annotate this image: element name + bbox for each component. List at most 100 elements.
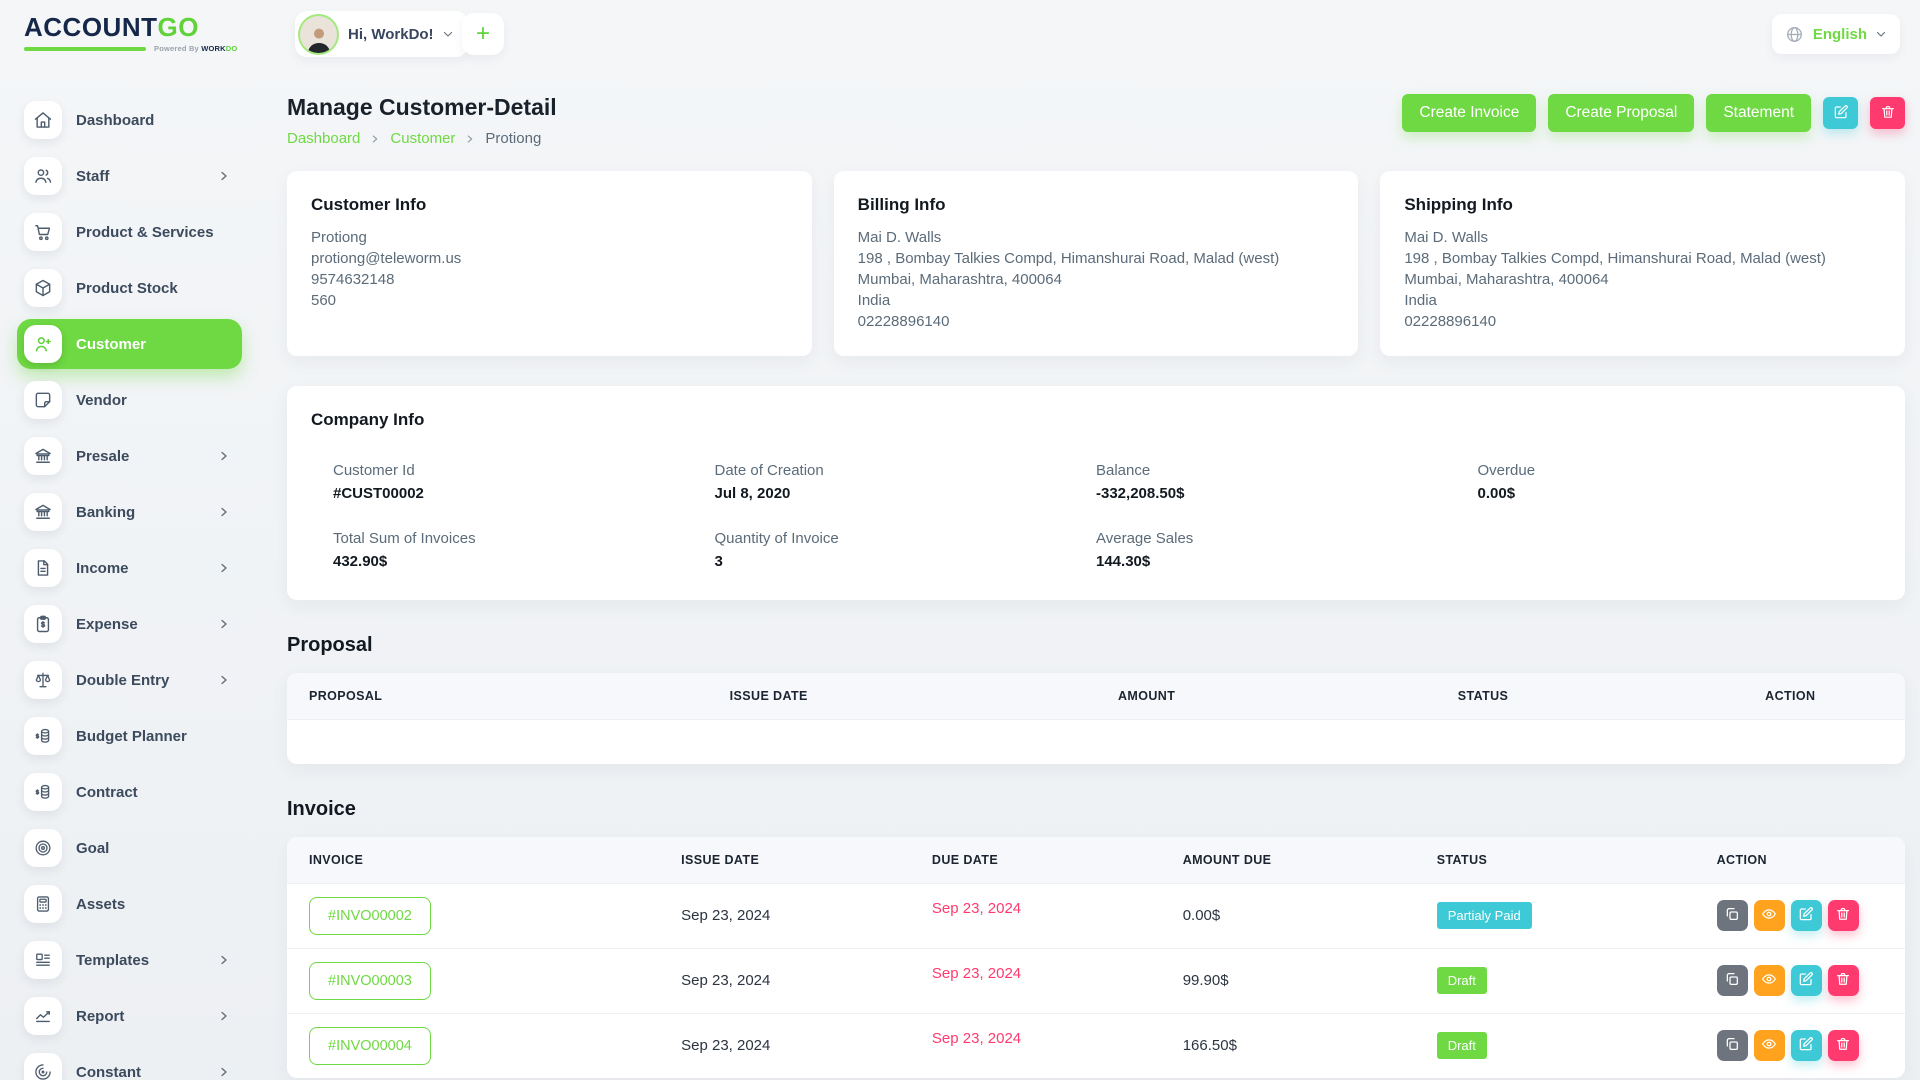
sidebar-item-contract[interactable]: Contract <box>0 764 250 820</box>
billing-phone: 02228896140 <box>857 313 950 330</box>
sidebar-item-goal[interactable]: Goal <box>0 820 250 876</box>
delete-invoice-button[interactable] <box>1827 1030 1859 1061</box>
edit-invoice-button[interactable] <box>1790 900 1822 931</box>
field-date-of-creation: Date of Creation Jul 8, 2020 <box>714 462 824 502</box>
shipping-name: Mai D. Walls <box>1404 229 1488 246</box>
edit-icon <box>1798 971 1814 990</box>
chevron-right-icon <box>218 618 230 630</box>
chevron-right-icon <box>465 134 475 144</box>
add-button[interactable]: + <box>462 13 504 55</box>
invoice-number-link[interactable]: #INVO00003 <box>309 961 431 1000</box>
edit-icon <box>1833 104 1849 123</box>
invoice-col-status: STATUS <box>1414 836 1695 883</box>
proposal-col-amount: AMOUNT <box>1095 673 1436 720</box>
invoice-number-link[interactable]: #INVO00002 <box>309 896 431 935</box>
view-invoice-button[interactable] <box>1753 1030 1785 1061</box>
field-customer-id: Customer Id #CUST00002 <box>333 462 424 502</box>
shipping-city: Mumbai, Maharashtra, 400064 <box>1404 271 1609 288</box>
sidebar-item-income[interactable]: Income <box>0 540 250 596</box>
home-icon <box>24 101 62 139</box>
eye-icon <box>1761 906 1777 925</box>
logo-underline <box>24 46 146 51</box>
edit-invoice-button[interactable] <box>1790 1030 1822 1061</box>
main-content: Manage Customer-Detail Dashboard Custome… <box>250 70 1920 1080</box>
breadcrumb-dashboard[interactable]: Dashboard <box>287 130 361 147</box>
invoice-amount-due: 0.00$ <box>1182 907 1221 924</box>
user-menu[interactable]: Hi, WorkDo! <box>295 11 468 57</box>
users-icon <box>24 157 62 195</box>
delete-invoice-button[interactable] <box>1827 965 1859 996</box>
duplicate-invoice-button[interactable] <box>1716 1030 1748 1061</box>
billing-country: India <box>857 292 891 309</box>
billing-name: Mai D. Walls <box>857 229 942 246</box>
sidebar-item-budget-planner[interactable]: Budget Planner <box>0 708 250 764</box>
chevron-right-icon <box>218 562 230 574</box>
sidebar-item-report[interactable]: Report <box>0 988 250 1044</box>
billing-info-title: Billing Info <box>857 195 946 214</box>
trash-icon <box>1835 971 1851 990</box>
sidebar-item-double-entry[interactable]: Double Entry <box>0 652 250 708</box>
duplicate-invoice-button[interactable] <box>1716 965 1748 996</box>
duplicate-invoice-button[interactable] <box>1716 900 1748 931</box>
breadcrumb-customer[interactable]: Customer <box>390 130 456 147</box>
shipping-info-title: Shipping Info <box>1404 195 1513 214</box>
sidebar-item-staff[interactable]: Staff <box>0 148 250 204</box>
customer-email: protiong@teleworm.us <box>311 250 462 267</box>
sidebar-item-constant[interactable]: Constant <box>0 1044 250 1080</box>
customer-info-title: Customer Info <box>311 195 427 214</box>
edit-customer-button[interactable] <box>1823 97 1858 129</box>
status-badge: Draft <box>1436 1032 1487 1059</box>
sidebar-item-templates[interactable]: Templates <box>0 932 250 988</box>
sidebar-item-assets[interactable]: Assets <box>0 876 250 932</box>
sidebar-item-customer[interactable]: Customer <box>0 316 250 372</box>
calculator-icon <box>24 885 62 923</box>
sidebar: ACCOUNTGO Powered By WORKDO Dashboard St… <box>0 0 250 1080</box>
view-invoice-button[interactable] <box>1753 900 1785 931</box>
edit-icon <box>1798 906 1814 925</box>
chevron-right-icon <box>218 1066 230 1078</box>
edit-invoice-button[interactable] <box>1790 965 1822 996</box>
invoice-col-action: ACTION <box>1694 836 1905 883</box>
sidebar-item-vendor[interactable]: Vendor <box>0 372 250 428</box>
view-invoice-button[interactable] <box>1753 965 1785 996</box>
delete-customer-button[interactable] <box>1870 97 1905 129</box>
delete-invoice-button[interactable] <box>1827 900 1859 931</box>
brand-logo[interactable]: ACCOUNTGO Powered By WORKDO <box>24 14 237 53</box>
shipping-phone: 02228896140 <box>1404 313 1497 330</box>
invoice-col-due-date: DUE DATE <box>909 836 1161 883</box>
field-quantity-of-invoice: Quantity of Invoice 3 <box>714 530 839 570</box>
language-label: English <box>1812 25 1867 43</box>
invoice-issue-date: Sep 23, 2024 <box>681 907 771 924</box>
billing-info-card: Billing Info Mai D. Walls 198 , Bombay T… <box>833 171 1359 356</box>
field-total-sum-invoices: Total Sum of Invoices 432.90$ <box>333 530 476 570</box>
billing-city: Mumbai, Maharashtra, 400064 <box>857 271 1062 288</box>
sidebar-item-dashboard[interactable]: Dashboard <box>0 92 250 148</box>
chevron-right-icon <box>218 674 230 686</box>
invoice-section-title: Invoice <box>287 797 356 820</box>
sidebar-item-product-services[interactable]: Product & Services <box>0 204 250 260</box>
proposal-section-title: Proposal <box>287 634 373 656</box>
customer-name: Protiong <box>311 229 367 246</box>
sidebar-item-presale[interactable]: Presale <box>0 428 250 484</box>
invoice-row: #INVO00002 Sep 23, 2024 Sep 23, 2024 0.0… <box>287 883 1905 948</box>
sidebar-item-expense[interactable]: Expense <box>0 596 250 652</box>
statement-button[interactable]: Statement <box>1706 94 1811 132</box>
eye-icon <box>1761 971 1777 990</box>
eye-icon <box>1761 1036 1777 1055</box>
language-selector[interactable]: English <box>1771 14 1900 54</box>
sidebar-item-banking[interactable]: Banking <box>0 484 250 540</box>
create-proposal-button[interactable]: Create Proposal <box>1548 94 1695 132</box>
invoice-col-invoice: INVOICE <box>287 836 660 883</box>
field-average-sales: Average Sales 144.30$ <box>1096 530 1194 570</box>
chevron-down-icon <box>442 28 454 40</box>
invoice-number-link[interactable]: #INVO00004 <box>309 1026 431 1065</box>
sidebar-item-product-stock[interactable]: Product Stock <box>0 260 250 316</box>
proposal-col-proposal: PROPOSAL <box>287 673 708 720</box>
create-invoice-button[interactable]: Create Invoice <box>1402 94 1537 132</box>
chevron-right-icon <box>370 134 380 144</box>
coins-dollar-icon <box>24 717 62 755</box>
copy-icon <box>1724 906 1740 925</box>
proposal-col-action: ACTION <box>1743 673 1905 720</box>
proposal-col-status: STATUS <box>1435 673 1744 720</box>
shipping-street: 198 , Bombay Talkies Compd, Himanshurai … <box>1404 250 1826 267</box>
